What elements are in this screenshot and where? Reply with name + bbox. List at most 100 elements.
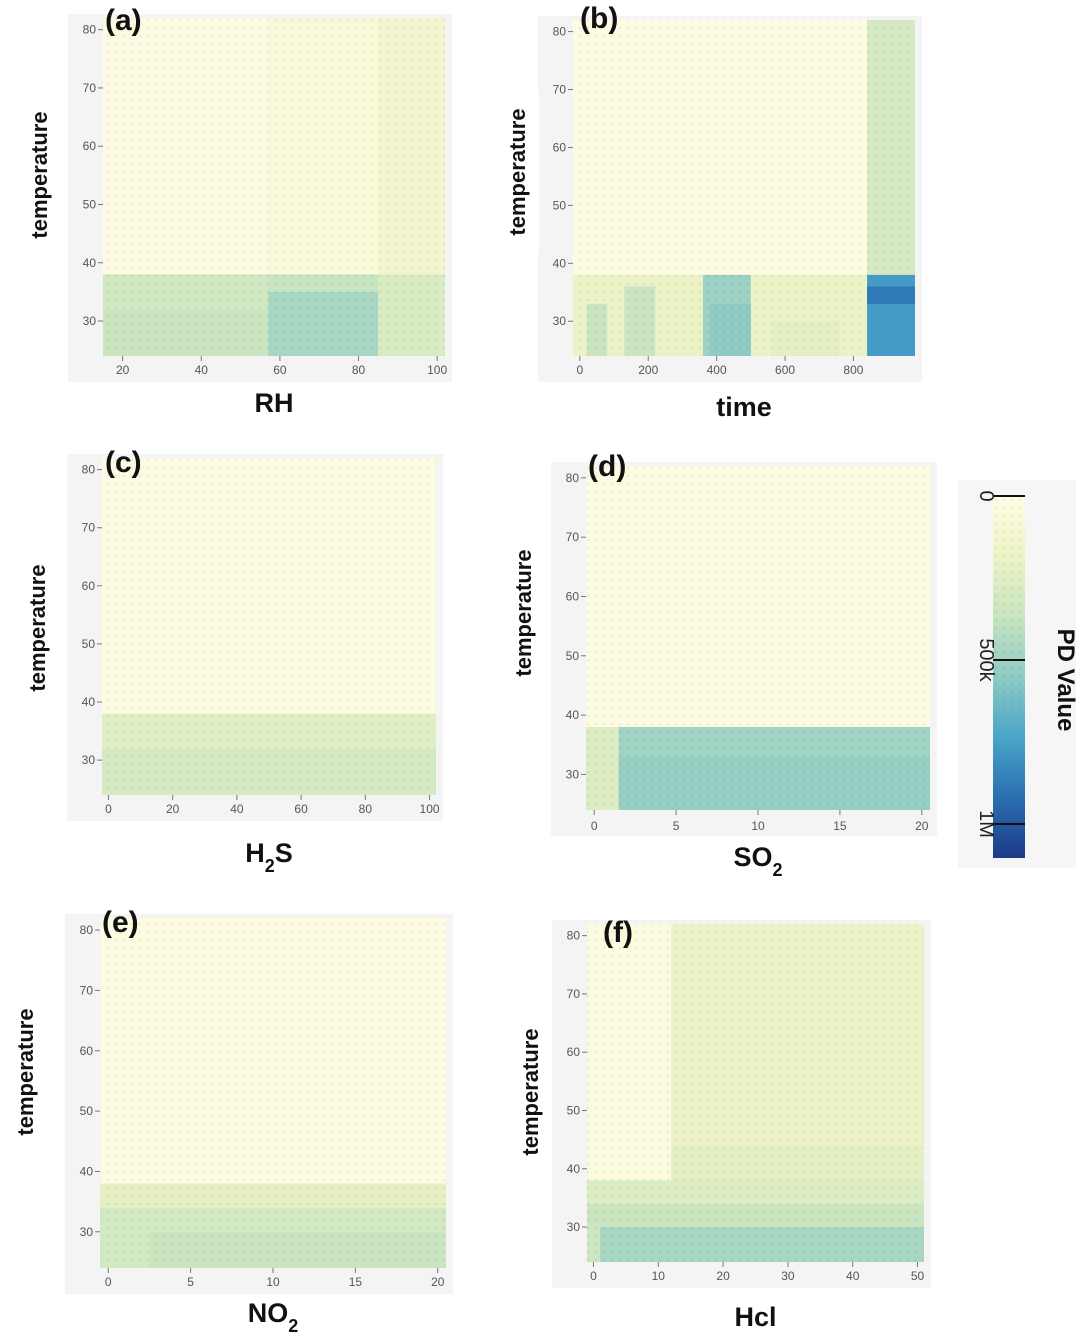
- x-axis-label: RH: [255, 388, 294, 418]
- panel-label: (f): [603, 916, 633, 949]
- x-label-background: [699, 388, 789, 426]
- x-label-background: [713, 838, 803, 876]
- panel-c: 30 40 50 60 70 80 0 20 40 60 80 100 (c) H2S temperatur…: [19, 446, 443, 876]
- y-tick-label: 30: [567, 1220, 581, 1234]
- y-tick-label: 60: [566, 589, 580, 603]
- y-tick-label: 70: [82, 521, 96, 535]
- y-tick-label: 70: [83, 81, 97, 95]
- panel-label: (d): [588, 450, 626, 483]
- panel-a: 30 40 50 60 70 80 20 40 60 80 100 (a) RH temperature: [21, 4, 452, 422]
- x-tick-label: 0: [590, 1269, 597, 1283]
- x-label-background: [224, 834, 314, 872]
- y-label-background: [21, 95, 61, 255]
- dot-texture: [586, 466, 930, 810]
- x-tick-label: 30: [781, 1269, 795, 1283]
- y-tick-label: 50: [567, 1103, 581, 1117]
- x-axis-label: SO2: [733, 842, 782, 880]
- y-tick-label: 40: [80, 1164, 94, 1178]
- y-tick-label: 60: [82, 579, 96, 593]
- x-tick-label: 10: [652, 1269, 666, 1283]
- x-tick-label: 15: [833, 819, 847, 833]
- y-tick-label: 50: [83, 197, 97, 211]
- dot-texture: [573, 20, 915, 356]
- y-tick-label: 50: [553, 198, 567, 212]
- panel-f: 30 40 50 60 70 80 0 10 20 30 40 50 (f) Hcl temperature: [512, 916, 931, 1336]
- y-label-background: [499, 92, 539, 252]
- y-tick-label: 30: [83, 314, 97, 328]
- x-tick-label: 5: [673, 819, 680, 833]
- y-tick-label: 70: [80, 983, 94, 997]
- dot-texture: [103, 18, 445, 356]
- panel-label: (a): [105, 4, 142, 37]
- x-axis-label: time: [716, 392, 772, 422]
- y-tick-label: 60: [83, 139, 97, 153]
- colorbar-tick-label: 1M: [975, 810, 997, 838]
- dot-texture: [100, 918, 446, 1268]
- x-tick-label: 40: [230, 802, 244, 816]
- x-axis-label: Hcl: [734, 1302, 776, 1332]
- colorbar-title: PD Value: [1052, 629, 1079, 732]
- y-tick-label: 80: [80, 923, 94, 937]
- y-axis-label: temperature: [13, 1008, 38, 1135]
- x-tick-label: 100: [427, 363, 447, 377]
- x-tick-label: 20: [915, 819, 929, 833]
- y-tick-label: 50: [566, 649, 580, 663]
- y-tick-label: 40: [567, 1162, 581, 1176]
- y-label-background: [7, 992, 47, 1152]
- y-tick-label: 60: [80, 1044, 94, 1058]
- y-tick-label: 50: [80, 1104, 94, 1118]
- y-axis-label: temperature: [511, 549, 536, 676]
- colorbar-tick-label: 500k: [975, 638, 997, 682]
- panel-label: (c): [105, 446, 142, 479]
- y-label-background: [512, 1012, 552, 1172]
- y-tick-label: 30: [82, 753, 96, 767]
- y-tick-label: 60: [553, 140, 567, 154]
- x-tick-label: 10: [751, 819, 765, 833]
- x-label-background: [710, 1298, 801, 1336]
- x-tick-label: 60: [273, 363, 287, 377]
- x-tick-label: 100: [420, 802, 440, 816]
- y-tick-label: 30: [553, 314, 567, 328]
- x-tick-label: 50: [911, 1269, 925, 1283]
- x-label-background: [229, 384, 319, 422]
- dot-texture: [587, 924, 924, 1262]
- x-tick-label: 40: [195, 363, 209, 377]
- x-tick-label: 400: [707, 363, 727, 377]
- panel-label: (b): [580, 2, 618, 35]
- y-tick-label: 40: [553, 256, 567, 270]
- y-tick-label: 70: [566, 530, 580, 544]
- x-tick-label: 0: [576, 363, 583, 377]
- x-tick-label: 60: [294, 802, 308, 816]
- x-tick-label: 0: [591, 819, 598, 833]
- x-tick-label: 80: [352, 363, 366, 377]
- x-axis-label: H2S: [245, 838, 293, 876]
- panel-label: (e): [102, 906, 139, 939]
- y-tick-label: 80: [82, 463, 96, 477]
- x-label-background: [228, 1294, 318, 1332]
- colorbar-tick-label: 0: [975, 490, 997, 501]
- x-tick-label: 0: [105, 802, 112, 816]
- colorbar-texture: [993, 494, 1025, 858]
- x-tick-label: 0: [105, 1275, 112, 1289]
- x-tick-label: 200: [638, 363, 658, 377]
- y-tick-label: 30: [80, 1225, 94, 1239]
- y-tick-label: 80: [83, 23, 97, 37]
- y-tick-label: 40: [82, 695, 96, 709]
- colorbar: 0 500k 1M PD Value: [958, 480, 1079, 868]
- x-tick-label: 20: [166, 802, 180, 816]
- y-label-background: [19, 548, 59, 708]
- x-tick-label: 20: [431, 1275, 445, 1289]
- x-tick-label: 20: [116, 363, 130, 377]
- x-tick-label: 15: [349, 1275, 363, 1289]
- y-tick-label: 80: [553, 25, 567, 39]
- y-axis-label: temperature: [27, 111, 52, 238]
- y-axis-label: temperature: [518, 1028, 543, 1155]
- y-tick-label: 40: [83, 256, 97, 270]
- panel-e: 30 40 50 60 70 80 0 5 10 15 20 (e) NO2 temperature: [7, 906, 453, 1336]
- x-tick-label: 40: [846, 1269, 860, 1283]
- y-tick-label: 80: [566, 471, 580, 485]
- x-tick-label: 20: [716, 1269, 730, 1283]
- x-tick-label: 5: [187, 1275, 194, 1289]
